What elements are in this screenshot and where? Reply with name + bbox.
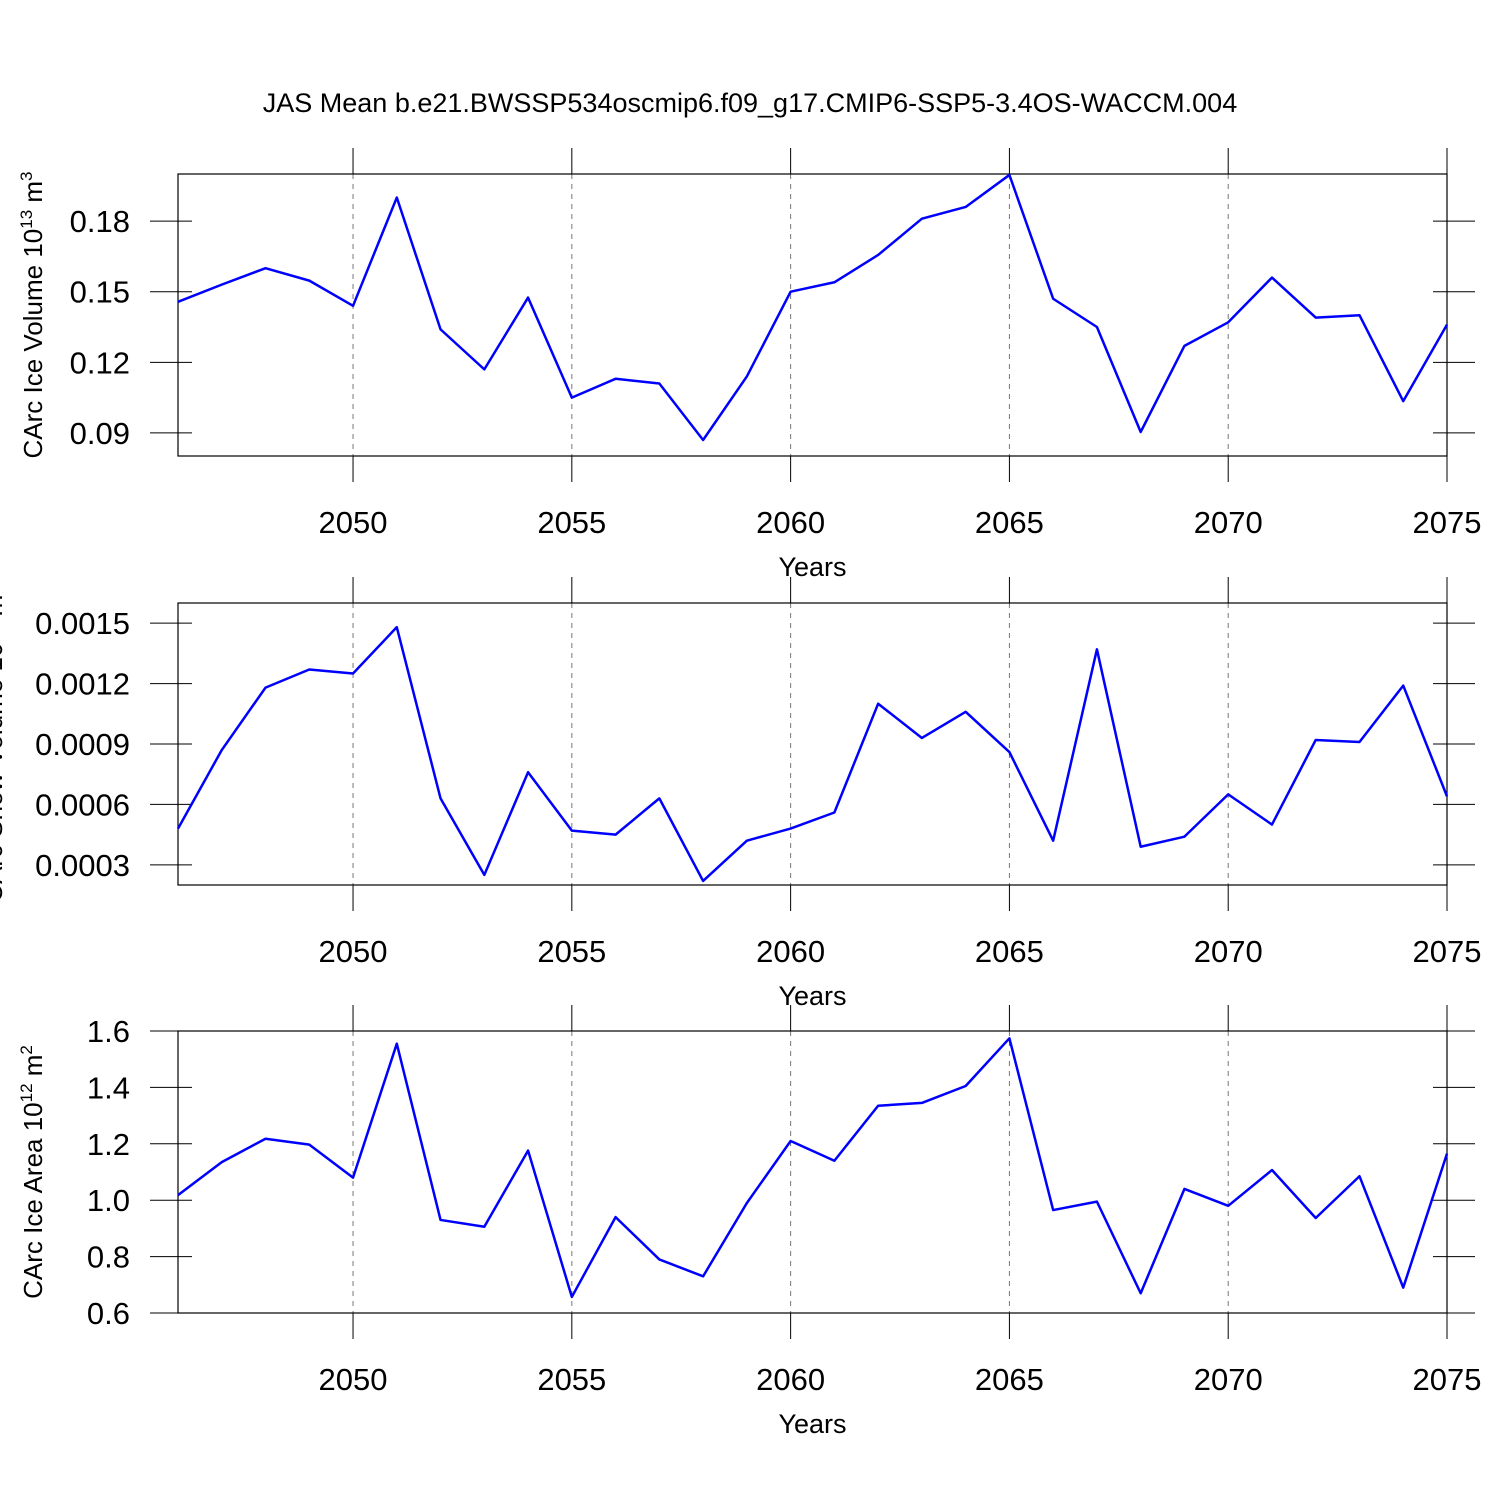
y-tick-label: 0.0012 bbox=[35, 667, 130, 702]
x-axis-label: Years bbox=[778, 981, 846, 1011]
y-axis-label-superscript: 2 bbox=[17, 1045, 36, 1054]
x-tick-label: 2050 bbox=[319, 505, 388, 540]
y-tick-label: 0.6 bbox=[87, 1296, 130, 1331]
y-axis-label-superscript: 13 bbox=[17, 210, 36, 229]
y-axis-label-part: CArc Ice Volume 10 bbox=[18, 229, 48, 459]
y-axis-label-part: CArc Snow Volume 10 bbox=[0, 643, 8, 903]
data-line bbox=[177, 1037, 1449, 1299]
y-axis-label-part: m bbox=[0, 595, 8, 624]
x-axis-label: Years bbox=[778, 552, 846, 582]
x-tick-label: 2060 bbox=[756, 934, 825, 969]
y-axis-label-superscript: 3 bbox=[17, 171, 36, 180]
x-tick-label: 2055 bbox=[537, 505, 606, 540]
x-tick-label: 2075 bbox=[1413, 505, 1482, 540]
x-tick-label: 2070 bbox=[1194, 1362, 1263, 1397]
y-tick-label: 0.0015 bbox=[35, 606, 130, 641]
y-tick-label: 0.0006 bbox=[35, 787, 130, 822]
data-line bbox=[176, 625, 1449, 883]
y-tick-label: 1.2 bbox=[87, 1127, 130, 1162]
y-axis-label-part: m bbox=[18, 1055, 48, 1084]
y-tick-label: 0.15 bbox=[70, 275, 130, 310]
x-tick-label: 2050 bbox=[319, 934, 388, 969]
x-tick-label: 2055 bbox=[537, 934, 606, 969]
x-tick-label: 2065 bbox=[975, 934, 1044, 969]
x-tick-label: 2060 bbox=[756, 505, 825, 540]
x-tick-label: 2050 bbox=[319, 1362, 388, 1397]
data-line bbox=[177, 173, 1449, 442]
x-tick-label: 2065 bbox=[975, 505, 1044, 540]
y-tick-label: 1.4 bbox=[87, 1070, 130, 1105]
plot-frame bbox=[177, 602, 1448, 886]
x-axis-label: Years bbox=[778, 1409, 846, 1439]
y-tick-label: 1.0 bbox=[87, 1183, 130, 1218]
y-tick-label: 0.8 bbox=[87, 1240, 130, 1275]
y-axis-label-superscript: 12 bbox=[17, 1083, 36, 1102]
plot-frame bbox=[177, 1030, 1448, 1314]
plot-frame bbox=[177, 173, 1448, 457]
y-axis-label: CArc Ice Area 1012 m2 bbox=[17, 1045, 48, 1299]
y-tick-label: 0.09 bbox=[70, 416, 130, 451]
x-tick-label: 2055 bbox=[537, 1362, 606, 1397]
x-tick-label: 2075 bbox=[1413, 934, 1482, 969]
x-tick-label: 2060 bbox=[756, 1362, 825, 1397]
y-axis-label-part: m bbox=[18, 181, 48, 210]
y-tick-label: 0.12 bbox=[70, 345, 130, 380]
y-tick-label: 0.0009 bbox=[35, 727, 130, 762]
figure-title: JAS Mean b.e21.BWSSP534oscmip6.f09_g17.C… bbox=[263, 88, 1237, 118]
y-tick-label: 0.0003 bbox=[35, 848, 130, 883]
y-axis-label-part: CArc Ice Area 10 bbox=[18, 1102, 48, 1299]
y-axis-label: CArc Ice Volume 1013 m3 bbox=[17, 171, 48, 458]
x-tick-label: 2070 bbox=[1194, 934, 1263, 969]
y-tick-label: 1.6 bbox=[87, 1014, 130, 1049]
y-axis-label: CArc Snow Volume 1013 m3 bbox=[0, 585, 8, 902]
y-tick-label: 0.18 bbox=[70, 204, 130, 239]
x-tick-label: 2075 bbox=[1413, 1362, 1482, 1397]
x-tick-label: 2070 bbox=[1194, 505, 1263, 540]
x-tick-label: 2065 bbox=[975, 1362, 1044, 1397]
